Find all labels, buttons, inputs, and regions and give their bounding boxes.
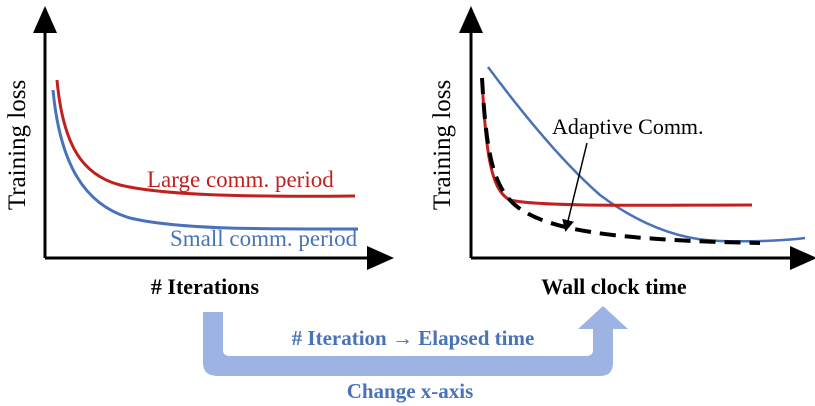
right-plot: Training loss Wall clock time Adaptive C… (429, 6, 815, 299)
right-adaptive-dashed-curve (480, 77, 761, 245)
left-x-axis-label: # Iterations (151, 274, 260, 299)
annotation-pointer-arrow (562, 142, 588, 232)
right-y-axis-label: Training loss (429, 80, 456, 210)
change-x-axis-arrow: # Iteration → Elapsed time Change x-axis (203, 306, 628, 403)
left-blue-curve (51, 89, 359, 231)
left-plot: Training loss # Iterations Large comm. p… (4, 6, 394, 299)
u-shaped-arrow (203, 306, 628, 376)
left-red-series-label: Large comm. period (147, 167, 334, 192)
left-y-axis-label: Training loss (4, 80, 31, 210)
left-blue-series-label: Small comm. period (170, 226, 358, 251)
right-red-curve (480, 79, 753, 207)
right-blue-curve (486, 66, 806, 243)
right-x-axis-label: Wall clock time (541, 274, 687, 299)
adaptive-comm-annotation: Adaptive Comm. (552, 114, 704, 139)
arrow-label: # Iteration → Elapsed time (292, 326, 535, 350)
change-x-axis-caption: Change x-axis (347, 379, 474, 403)
left-red-curve (55, 79, 356, 198)
